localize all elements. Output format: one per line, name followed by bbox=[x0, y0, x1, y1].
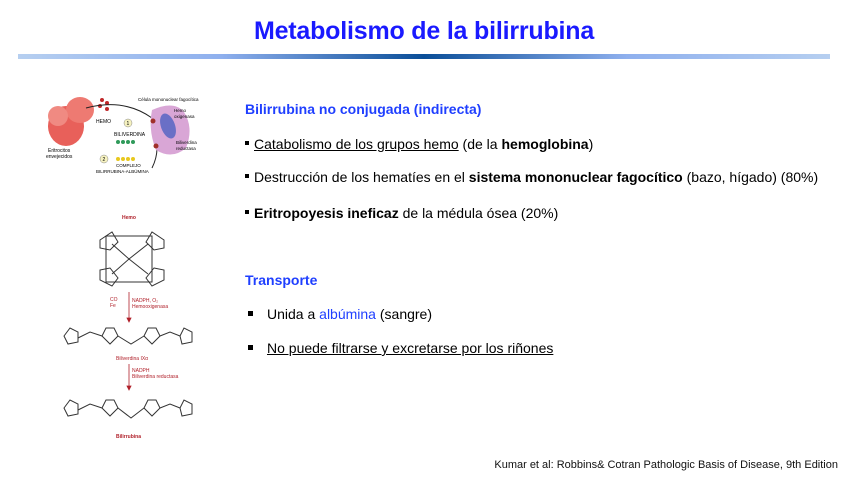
bullet-marker bbox=[245, 210, 249, 215]
bullet-marker bbox=[248, 344, 253, 350]
section-heading-unconjugated: Bilirrubina no conjugada (indirecta) bbox=[245, 101, 482, 117]
step2-label-2: Biliverdina reductasa bbox=[132, 374, 179, 380]
text-segment: ) bbox=[588, 136, 594, 152]
complex-label: COMPLEJO bbox=[116, 163, 141, 168]
text-segment: hemoglobina bbox=[501, 136, 589, 152]
heme-to-bilirubin-structures: Hemo CO Fe NADPH, O₂ Hemooxigenasa Biliv… bbox=[63, 215, 193, 440]
erythrocytes-label: Eritrocitos bbox=[48, 148, 71, 154]
bullet-marker bbox=[245, 174, 249, 179]
reductase-label: Biliverdina bbox=[176, 140, 197, 145]
step2-label: NADPH bbox=[132, 368, 150, 374]
text-segment: Destrucción de los hematíes en el bbox=[254, 169, 469, 185]
fe-label: Fe bbox=[110, 303, 116, 309]
text-segment: Unida a bbox=[267, 306, 320, 322]
heme-catabolism-diagram: Eritrocitos envejecidos HEMO 1 BILIVERDI… bbox=[46, 97, 199, 174]
bullet-catabolism: Catabolismo de los grupos hemo (de la he… bbox=[245, 136, 593, 152]
bullet-erythropoiesis: Eritropoyesis ineficaz de la médula ósea… bbox=[245, 205, 558, 221]
text-segment: sistema mononuclear fagocítico bbox=[468, 169, 683, 185]
co-label: CO bbox=[110, 297, 118, 303]
biliverdin-label: Biliverdina IXα bbox=[116, 356, 148, 362]
step1-label: NADPH, O₂ bbox=[132, 298, 158, 304]
step-2-label: 2 bbox=[103, 157, 106, 163]
section-heading-transport: Transporte bbox=[245, 272, 318, 288]
text-segment: (de la bbox=[458, 136, 502, 152]
text-segment: (bazo, hígado) (80%) bbox=[682, 169, 819, 185]
text-segment: Eritropoyesis ineficaz bbox=[254, 205, 399, 221]
step1-label-2: Hemooxigenasa bbox=[132, 304, 168, 310]
biliverdina-label: BILIVERDINA bbox=[114, 132, 146, 138]
erythrocytes-label-2: envejecidos bbox=[46, 154, 73, 160]
slide-title: Metabolismo de la bilirrubina bbox=[253, 17, 595, 45]
reductase-label-2: reductasa bbox=[176, 146, 196, 151]
heme-label: Hemo bbox=[122, 215, 136, 221]
complex-label-2: BILIRRUBINA-ALBÚMINA bbox=[96, 168, 149, 174]
text-segment: de la médula ósea (20%) bbox=[398, 205, 559, 221]
bullet-no-filtration: No puede filtrarse y excretarse por los … bbox=[245, 340, 553, 356]
bullet-marker bbox=[248, 310, 253, 316]
title-divider bbox=[18, 54, 830, 59]
bullet-marker bbox=[245, 141, 249, 146]
bullet-destruction: Destrucción de los hematíes en el sistem… bbox=[245, 169, 818, 185]
hemo-label: HEMO bbox=[96, 119, 111, 125]
text-segment: (sangre) bbox=[375, 306, 433, 322]
bilirubin-label: Bilirrubina bbox=[116, 434, 141, 440]
step-1-label: 1 bbox=[127, 121, 130, 127]
heme-oxygenase-label-2: oxigenasa bbox=[174, 114, 195, 119]
citation: Kumar et al: Robbins& Cotran Pathologic … bbox=[494, 459, 838, 471]
heme-oxygenase-label: Hemo bbox=[174, 108, 187, 113]
text-segment: Catabolismo de los grupos hemo bbox=[254, 136, 459, 152]
bullet-albumin: Unida a albúmina (sangre) bbox=[245, 306, 432, 322]
cell-label: Célula mononuclear fagocítica bbox=[138, 97, 199, 102]
text-segment: albúmina bbox=[319, 306, 376, 322]
text-segment: No puede filtrarse y excretarse por los … bbox=[267, 340, 554, 356]
